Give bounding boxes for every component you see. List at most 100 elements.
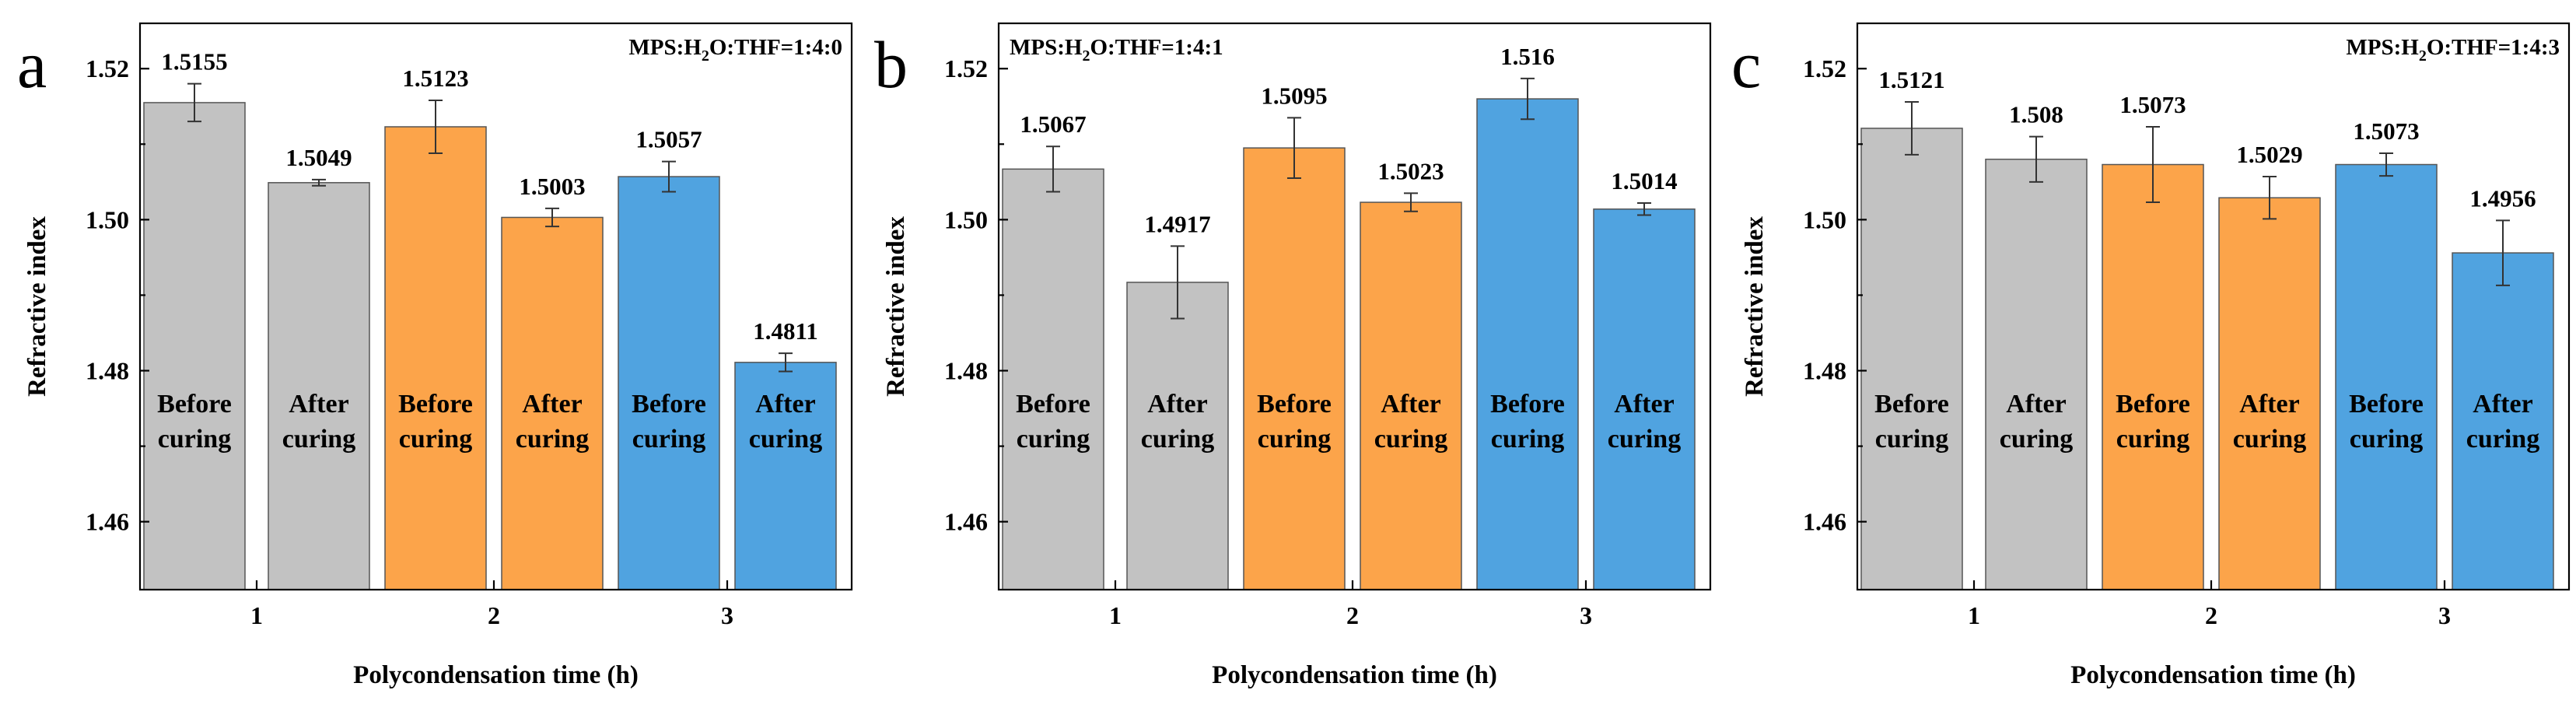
bar-label-bottom-c-5: curing [2466, 425, 2539, 454]
y-tick-label-c-2: 1.50 [1803, 205, 1846, 233]
bar-b-5 [1593, 208, 1696, 590]
y-axis-title-b: Refractive index [882, 216, 910, 397]
plot-frame-b [997, 22, 1712, 591]
bar-label-bottom-a-5: curing [749, 425, 822, 454]
x-tick-label-a-2: 3 [721, 601, 733, 629]
bar-label-bottom-c-4: curing [2350, 425, 2423, 454]
chart-svg-a: 1.5155 Before curing 1.5049 After curing 1.512… [17, 22, 853, 689]
bar-label-top-c-3: After [2239, 390, 2299, 419]
bar-label-bottom-b-0: curing [1017, 425, 1090, 454]
y-tick-label-a-3: 1.52 [86, 54, 129, 82]
y-tick-label-c-3: 1.52 [1803, 54, 1846, 82]
x-tick-label-c-1: 2 [2205, 601, 2217, 629]
y-tick-label-b-2: 1.50 [944, 205, 988, 233]
y-tick-label-a-0: 1.46 [86, 508, 129, 536]
ratio-title-a: MPS:H2O:THF=1:4:0 [628, 35, 842, 65]
value-label-c-4: 1.5073 [2353, 117, 2419, 145]
y-tick-label-b-3: 1.52 [944, 54, 988, 82]
plot-frame-c [1856, 22, 2571, 591]
value-label-b-3: 1.5023 [1377, 157, 1444, 184]
value-label-b-0: 1.5067 [1020, 110, 1086, 138]
value-label-b-4: 1.516 [1500, 43, 1555, 70]
bar-c-5 [2452, 252, 2554, 590]
bar-label-top-b-0: Before [1016, 390, 1090, 419]
bar-label-bottom-c-3: curing [2233, 425, 2306, 454]
plot-frame-a [138, 22, 853, 591]
bar-label-top-c-2: Before [2116, 390, 2190, 419]
bar-label-bottom-a-0: curing [158, 425, 231, 454]
chart-panel-b: 1.5067 Before curing 1.4917 After curing 1.509… [859, 0, 1717, 704]
value-label-a-5: 1.4811 [753, 317, 818, 345]
bar-a-0 [143, 102, 246, 590]
value-label-b-5: 1.5014 [1611, 167, 1677, 194]
value-label-c-0: 1.5121 [1878, 66, 1944, 93]
x-axis-title-b: Polycondensation time (h) [1212, 661, 1497, 689]
x-axis-title-c: Polycondensation time (h) [2070, 661, 2356, 689]
y-tick-label-c-1: 1.48 [1803, 357, 1846, 385]
bar-label-top-a-1: After [289, 390, 348, 419]
value-label-a-4: 1.5057 [635, 126, 702, 153]
chart-panel-c: 1.5121 Before curing 1.508 After curing 1.5073… [1717, 0, 2576, 704]
bar-label-top-c-0: Before [1874, 390, 1949, 419]
y-axis-title-c: Refractive index [1741, 216, 1769, 397]
bar-label-top-c-5: After [2473, 390, 2532, 419]
x-axis-title-a: Polycondensation time (h) [353, 661, 639, 689]
value-label-a-0: 1.5155 [161, 48, 227, 75]
bar-b-2 [1243, 147, 1346, 590]
bar-label-top-c-1: After [2006, 390, 2066, 419]
x-tick-label-b-2: 3 [1580, 601, 1592, 629]
bar-label-bottom-b-5: curing [1608, 425, 1681, 454]
value-label-c-5: 1.4956 [2469, 184, 2536, 212]
panel-letter-a: a [17, 27, 47, 102]
value-label-a-2: 1.5123 [402, 65, 468, 92]
bar-c-4 [2335, 163, 2438, 590]
bar-label-bottom-b-4: curing [1491, 425, 1564, 454]
bar-label-bottom-a-4: curing [632, 425, 705, 454]
bar-label-top-a-4: Before [632, 390, 706, 419]
bar-label-bottom-b-3: curing [1374, 425, 1447, 454]
value-label-b-1: 1.4917 [1144, 210, 1210, 237]
bar-a-3 [501, 216, 604, 590]
y-axis-title-a: Refractive index [23, 216, 51, 397]
bar-a-1 [268, 182, 370, 590]
chart-svg-c: 1.5121 Before curing 1.508 After curing 1.5073… [1731, 22, 2571, 689]
bar-label-top-c-4: Before [2349, 390, 2424, 419]
bar-label-top-a-0: Before [157, 390, 232, 419]
y-tick-label-b-1: 1.48 [944, 357, 988, 385]
value-label-a-1: 1.5049 [285, 144, 352, 171]
bar-c-1 [1985, 158, 2088, 590]
bar-label-bottom-c-2: curing [2116, 425, 2189, 454]
ratio-title-c: MPS:H2O:THF=1:4:3 [2346, 35, 2560, 65]
value-label-c-1: 1.508 [2009, 101, 2063, 128]
bar-label-top-b-5: After [1614, 390, 1674, 419]
bar-a-2 [384, 126, 487, 590]
bar-label-top-b-1: After [1147, 390, 1207, 419]
bar-c-2 [2102, 163, 2204, 590]
bar-b-0 [1002, 168, 1104, 590]
bar-label-bottom-b-2: curing [1258, 425, 1331, 454]
bar-a-4 [618, 176, 720, 590]
x-tick-label-a-0: 1 [250, 601, 263, 629]
panel-letter-c: c [1731, 27, 1761, 102]
x-tick-label-b-1: 2 [1346, 601, 1359, 629]
bar-b-3 [1360, 201, 1462, 590]
bar-label-top-b-4: Before [1490, 390, 1565, 419]
bar-label-bottom-b-1: curing [1141, 425, 1214, 454]
value-label-c-2: 1.5073 [2119, 91, 2186, 118]
chart-panel-a: 1.5155 Before curing 1.5049 After curing 1.512… [0, 0, 859, 704]
bar-a-5 [734, 362, 837, 590]
x-tick-label-a-1: 2 [488, 601, 500, 629]
x-tick-label-c-2: 3 [2438, 601, 2451, 629]
x-tick-label-b-0: 1 [1109, 601, 1122, 629]
y-tick-label-b-0: 1.46 [944, 508, 988, 536]
bar-label-bottom-a-2: curing [399, 425, 472, 454]
bar-label-top-b-3: After [1381, 390, 1440, 419]
value-label-a-3: 1.5003 [519, 173, 585, 200]
bar-c-0 [1860, 128, 1963, 590]
bar-label-top-a-2: Before [398, 390, 473, 419]
bar-label-top-b-2: Before [1257, 390, 1332, 419]
y-tick-label-a-2: 1.50 [86, 205, 129, 233]
bar-label-bottom-c-0: curing [1875, 425, 1948, 454]
y-tick-label-a-1: 1.48 [86, 357, 129, 385]
bar-label-top-a-3: After [522, 390, 582, 419]
